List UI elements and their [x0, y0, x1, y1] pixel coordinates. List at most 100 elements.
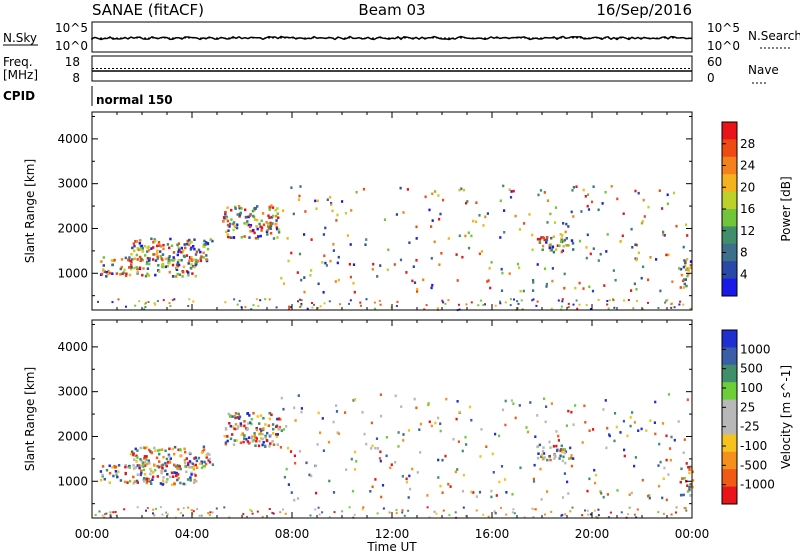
cell — [254, 236, 258, 240]
cell — [566, 480, 569, 484]
cell — [243, 424, 246, 428]
cell — [268, 445, 271, 448]
cell — [238, 215, 241, 218]
cell — [232, 222, 235, 226]
cell — [685, 462, 688, 465]
cell — [494, 304, 497, 307]
cell — [441, 458, 444, 462]
cell — [237, 425, 240, 428]
cell — [259, 437, 263, 440]
cell — [267, 214, 270, 218]
cell — [551, 245, 555, 249]
cell — [261, 437, 264, 441]
cell — [256, 415, 259, 418]
cell — [145, 462, 149, 466]
cell — [288, 307, 291, 310]
cell — [272, 237, 276, 240]
cell — [191, 258, 194, 261]
cell — [337, 278, 340, 282]
cell — [578, 303, 581, 306]
cell — [402, 433, 405, 436]
cell — [196, 508, 199, 510]
cell — [580, 210, 583, 213]
cell — [389, 466, 392, 470]
cell — [178, 448, 182, 451]
cell — [555, 449, 559, 453]
cell — [297, 394, 300, 397]
cell — [407, 509, 410, 512]
cell — [670, 306, 673, 309]
cell — [161, 253, 165, 256]
cell — [113, 258, 116, 262]
nsky-tick-high: 10^5 — [55, 21, 88, 35]
cell — [371, 268, 374, 271]
cell — [603, 284, 606, 287]
cell — [168, 302, 171, 305]
cell — [305, 461, 308, 465]
cell — [161, 483, 164, 486]
y-tick-label: 3000 — [57, 177, 88, 191]
cell — [540, 453, 544, 457]
cell — [309, 274, 312, 277]
colorbar-segment — [722, 364, 737, 383]
cell — [169, 305, 172, 307]
cell — [255, 428, 259, 432]
cell — [408, 241, 411, 244]
cell — [243, 434, 246, 437]
cell — [275, 435, 279, 438]
cell — [556, 244, 560, 247]
cell — [160, 257, 163, 260]
cell — [111, 272, 114, 275]
cell — [104, 513, 106, 516]
cell — [344, 211, 348, 215]
cell — [231, 425, 234, 428]
cell — [144, 254, 147, 257]
cell — [439, 429, 442, 433]
cell — [346, 234, 349, 237]
cell — [208, 457, 211, 461]
cell — [139, 446, 142, 450]
cell — [109, 515, 112, 518]
cell — [179, 481, 182, 485]
cell — [623, 299, 626, 302]
cell — [250, 510, 253, 513]
cell — [199, 250, 202, 254]
cell — [636, 299, 638, 302]
cell — [99, 478, 103, 482]
cell — [275, 222, 278, 226]
cell — [518, 404, 521, 407]
cell — [449, 485, 452, 488]
cell — [456, 468, 459, 471]
cell — [337, 432, 341, 435]
cell — [504, 399, 507, 403]
cell — [680, 467, 683, 471]
cell — [191, 272, 194, 275]
cell — [397, 445, 400, 448]
cell — [461, 449, 464, 453]
cell — [161, 258, 164, 262]
cell — [267, 223, 270, 227]
cell — [119, 479, 123, 482]
cell — [571, 457, 575, 460]
cell — [313, 303, 315, 306]
cell — [277, 417, 281, 420]
cell — [264, 436, 267, 439]
cell — [243, 222, 246, 225]
cell — [578, 281, 581, 285]
cell — [266, 228, 269, 232]
cell — [615, 425, 618, 429]
cell — [315, 207, 318, 210]
cell — [553, 457, 556, 460]
cell — [146, 272, 149, 276]
cell — [203, 460, 206, 464]
cell — [136, 267, 139, 271]
cell — [177, 242, 181, 245]
cell — [581, 441, 584, 444]
cell — [284, 512, 287, 515]
cell — [148, 262, 151, 266]
cell — [233, 415, 236, 418]
cell — [583, 404, 586, 408]
cell — [587, 208, 591, 211]
cell — [282, 428, 285, 431]
